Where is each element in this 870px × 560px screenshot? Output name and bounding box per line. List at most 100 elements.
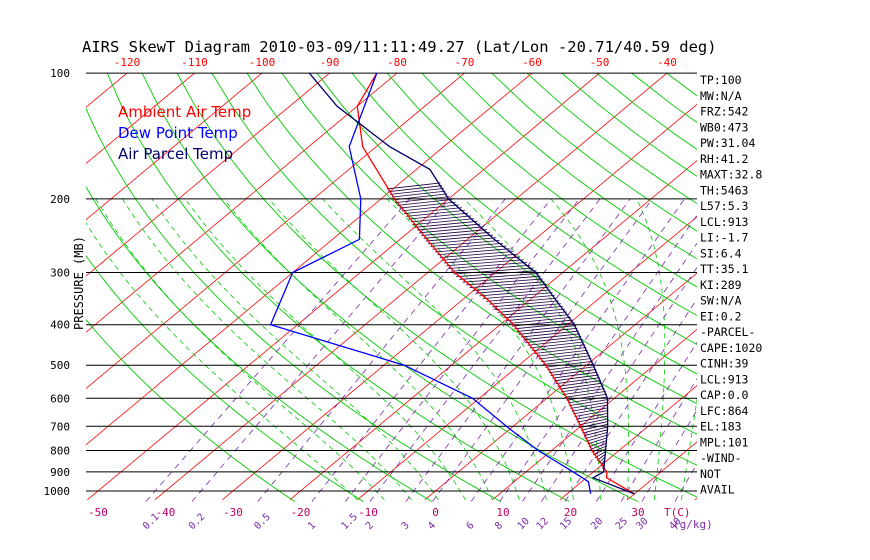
cape-hatch-line [412, 218, 475, 225]
cape-hatch-line [401, 204, 459, 212]
chart-title: AIRS SkewT Diagram 2010-03-09/11:11:49.2… [82, 38, 717, 56]
cape-hatch-line [421, 229, 487, 236]
isotherm-line [357, 216, 697, 501]
cape-hatch [386, 182, 608, 469]
cape-hatch-line [584, 432, 607, 439]
dry-adiabat-line [246, 73, 697, 435]
isotherm-lines [0, 54, 697, 501]
cape-hatch-line [482, 292, 553, 300]
mixing-ratio-label: 0.2 [187, 512, 208, 533]
mixing-ratio-line [522, 242, 697, 502]
stability-index: LFC:864 [700, 404, 749, 418]
mixing-ratio-label: 25 [614, 516, 630, 532]
stability-index: LCL:913 [700, 372, 749, 386]
mixing-ratio-line [595, 341, 697, 502]
cape-hatch-line [559, 382, 603, 390]
cape-hatch-line [439, 251, 514, 258]
cape-hatch-line [591, 445, 606, 453]
stability-index: MW:N/A [700, 89, 742, 103]
moist-adiabat-line [322, 198, 547, 500]
cape-hatch-line [527, 338, 583, 346]
cape-hatch-line [395, 196, 450, 204]
mixing-ratio-label: 10 [516, 516, 532, 532]
bottom-temp-label: 0 [432, 506, 439, 519]
pressure-tick-label: 800 [50, 444, 70, 457]
pressure-tick-label: 700 [50, 420, 70, 433]
top-temp-label: -100 [249, 56, 276, 69]
stability-index: CAP:0.0 [700, 388, 749, 402]
dry-adiabat-line [771, 73, 870, 502]
cape-hatch-line [476, 286, 549, 294]
isotherm-line [492, 328, 697, 501]
cape-hatch-line [575, 412, 608, 420]
cape-hatch-line [570, 401, 608, 409]
stability-index: AVAIL [700, 483, 735, 497]
legend-entry: Air Parcel Temp [118, 145, 233, 163]
mixing-ratio-line [311, 198, 552, 502]
cape-hatch-line [531, 344, 586, 352]
cape-hatch-line [571, 404, 608, 412]
bottom-temperature-labels: -50 -40 -30 -20 -10 0 10 20 30 [88, 506, 645, 519]
moist-adiabat-line [184, 198, 466, 501]
bottom-temp-label: -30 [223, 506, 243, 519]
cape-hatch-line [403, 207, 462, 215]
cape-hatch-line [397, 198, 453, 206]
mixing-ratio-unit: (g/kg) [673, 518, 713, 531]
bottom-temp-label: -10 [358, 506, 378, 519]
x-unit-label: T(C) [664, 506, 691, 519]
cape-hatch-line [459, 273, 539, 280]
stability-index: KI:289 [700, 278, 742, 292]
stability-index: PW:31.04 [700, 136, 755, 150]
cape-hatch-line [578, 418, 608, 426]
isotherm-line [289, 160, 697, 501]
cape-hatch-line [538, 352, 589, 360]
y-axis-label: PRESSURE (MB) [72, 236, 86, 330]
mixing-ratio-line [432, 198, 653, 502]
pressure-tick-label: 100 [50, 67, 70, 80]
mixing-ratio-line [257, 198, 506, 502]
top-temp-label: -60 [522, 56, 542, 69]
cape-hatch-line [472, 284, 547, 291]
mixing-ratio-line [564, 298, 697, 502]
cape-hatch-line [388, 185, 443, 193]
mixing-ratio-lines [145, 198, 697, 502]
cape-hatch-line [574, 410, 608, 417]
cape-hatch-line [391, 190, 446, 198]
cape-hatch-line [389, 188, 444, 195]
stability-index: CAPE:1020 [700, 341, 762, 355]
mixing-ratio-line [369, 198, 601, 502]
cape-hatch-line [419, 226, 484, 234]
bottom-temp-label: 20 [564, 506, 577, 519]
isotherm-line [559, 385, 697, 501]
cape-hatch-line [523, 333, 581, 341]
cape-hatch-line [560, 385, 604, 393]
isotherm-line [0, 54, 15, 500]
top-temp-label: -120 [114, 56, 141, 69]
stability-index: LI:-1.7 [700, 231, 749, 245]
top-temp-label: -50 [590, 56, 610, 69]
cape-hatch-line [489, 297, 557, 305]
mixing-ratio-label: 8 [493, 520, 505, 532]
moist-adiabat-line [151, 198, 439, 501]
stability-index: RH:41.2 [700, 152, 748, 166]
stability-index: SW:N/A [700, 294, 742, 308]
stability-index: TT:35.1 [700, 262, 749, 276]
bottom-temp-label: 30 [631, 506, 644, 519]
cape-hatch-line [588, 440, 607, 448]
pressure-tick-label: 400 [50, 319, 70, 332]
cape-hatch-line [550, 369, 597, 376]
cape-hatch-line [414, 220, 478, 228]
mixing-ratio-label: 12 [535, 516, 551, 532]
cape-hatch-line [451, 264, 531, 272]
cape-hatch-line [577, 415, 608, 423]
stability-index: CINH:39 [700, 357, 749, 371]
cape-hatch-line [410, 215, 472, 223]
mixing-ratio-line [405, 198, 631, 502]
moist-adiabat-line [550, 198, 630, 500]
cape-hatch-line [497, 305, 563, 313]
cape-hatch-line [406, 209, 465, 217]
cape-hatch-line [486, 294, 555, 302]
cape-hatch-line [386, 182, 441, 190]
cape-hatch-line [581, 423, 608, 431]
cape-hatch-line [518, 327, 578, 335]
